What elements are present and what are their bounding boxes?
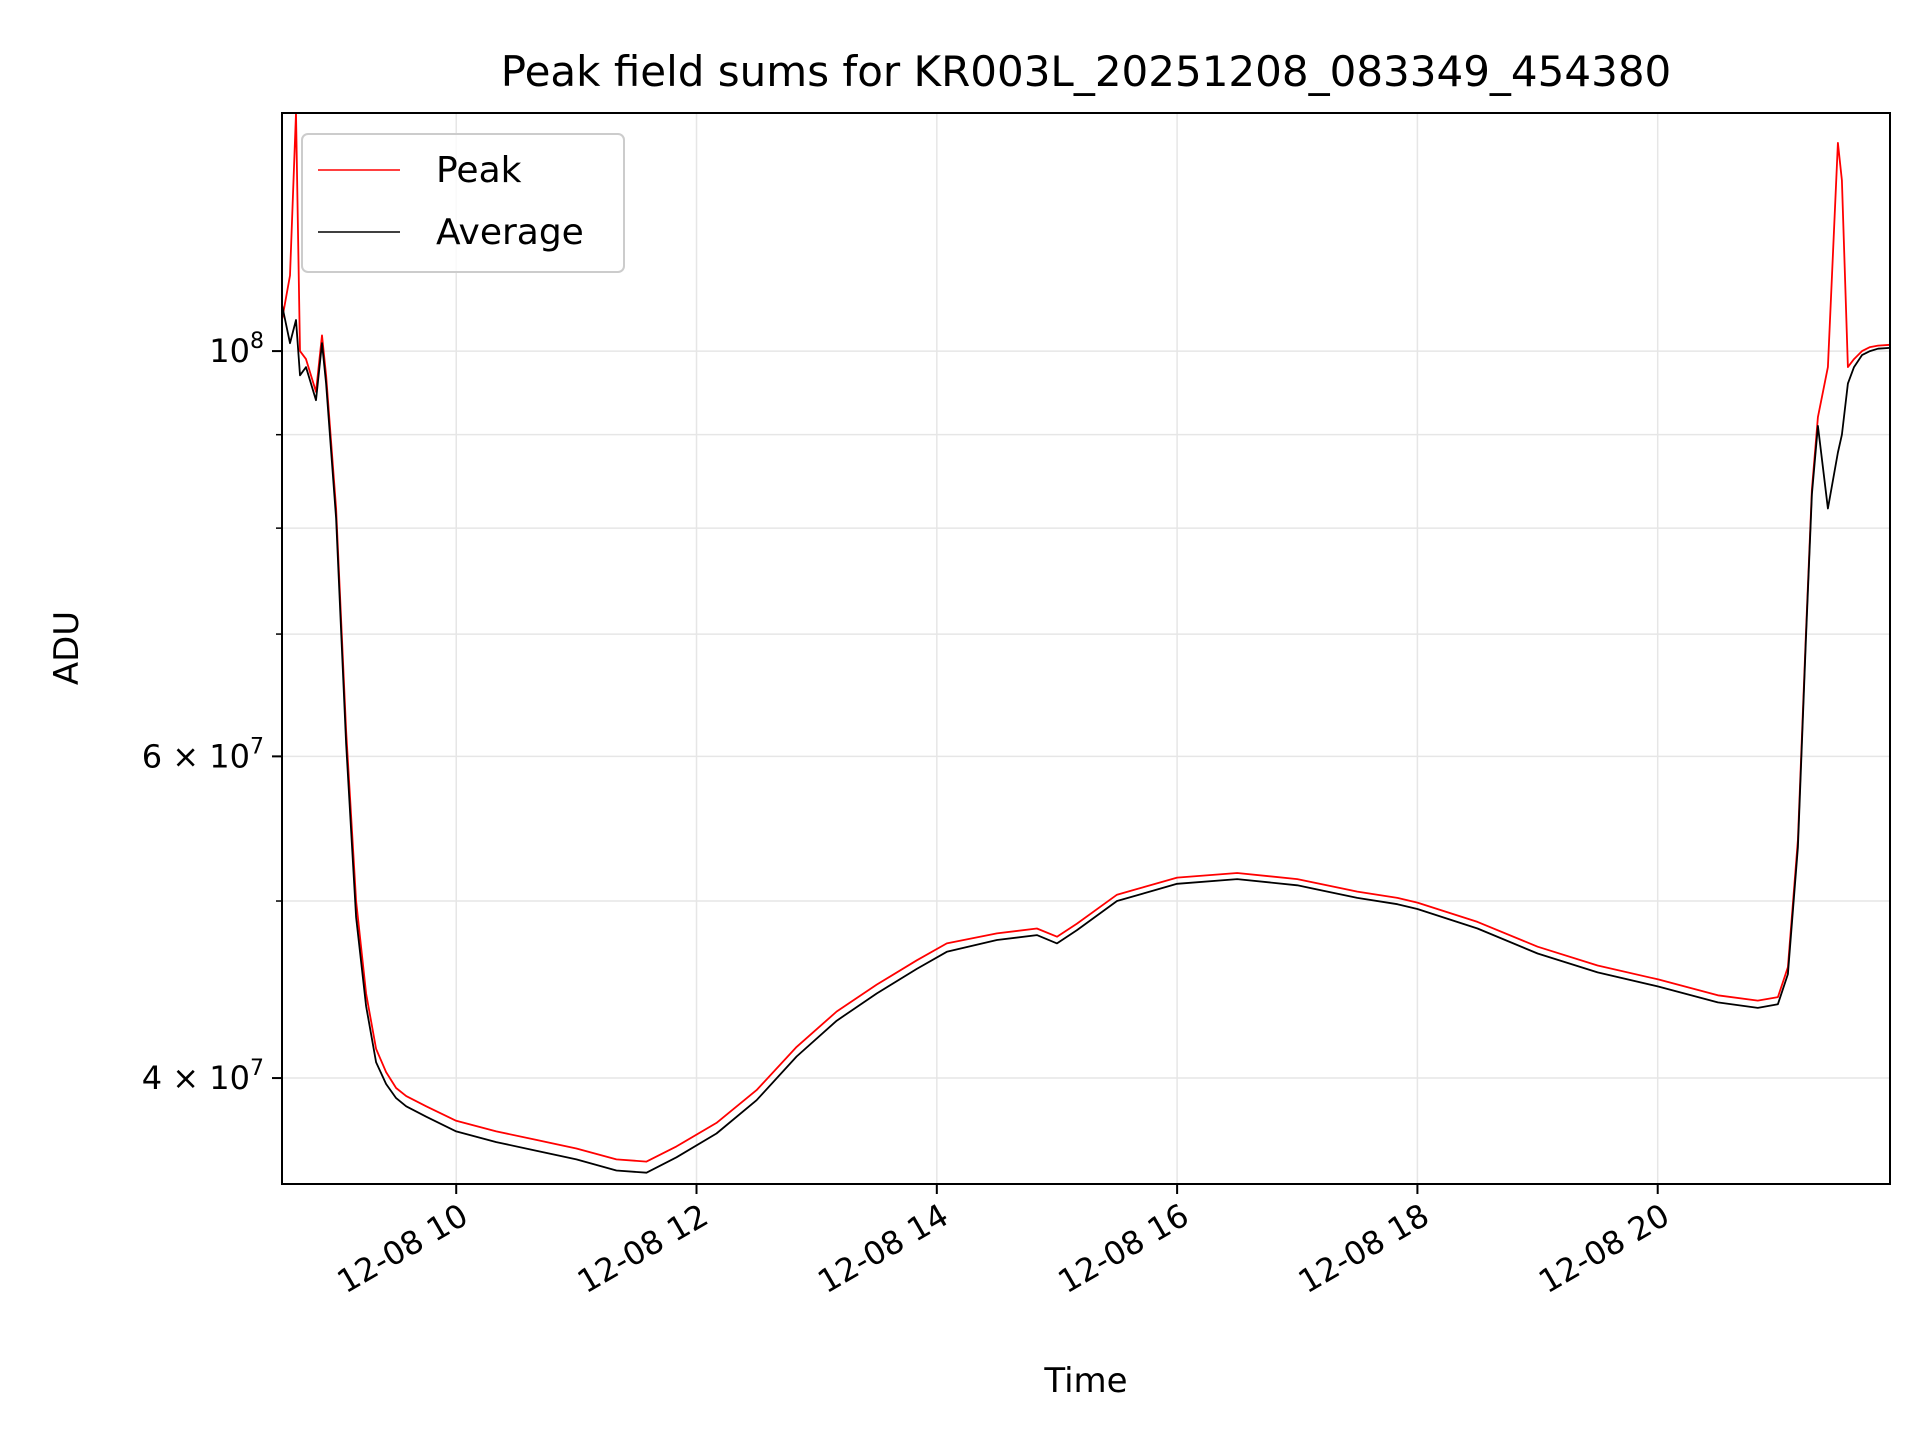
grid-layer (282, 113, 1890, 1184)
y-tick-exponent: 8 (250, 329, 264, 354)
legend-label-peak: Peak (436, 150, 522, 191)
series-layer (282, 113, 1890, 1174)
y-tick-exponent: 7 (250, 734, 264, 759)
legend-box (301, 133, 625, 273)
y-tick-exponent: 7 (250, 1056, 264, 1081)
series-line-average (282, 304, 1890, 1174)
legend: Peak Average (301, 133, 625, 273)
y-tick-label: 6 × 107 (142, 734, 264, 775)
plot-area-background (282, 113, 1890, 1184)
plot-frame (281, 112, 1891, 1185)
legend-label-average: Average (436, 212, 584, 253)
y-tick-label: 4 × 107 (142, 1056, 264, 1097)
chart-title: Peak field sums for KR003L_20251208_0833… (501, 47, 1672, 96)
y-axis-label: ADU (47, 611, 87, 685)
x-axis-label: Time (1043, 1361, 1127, 1401)
